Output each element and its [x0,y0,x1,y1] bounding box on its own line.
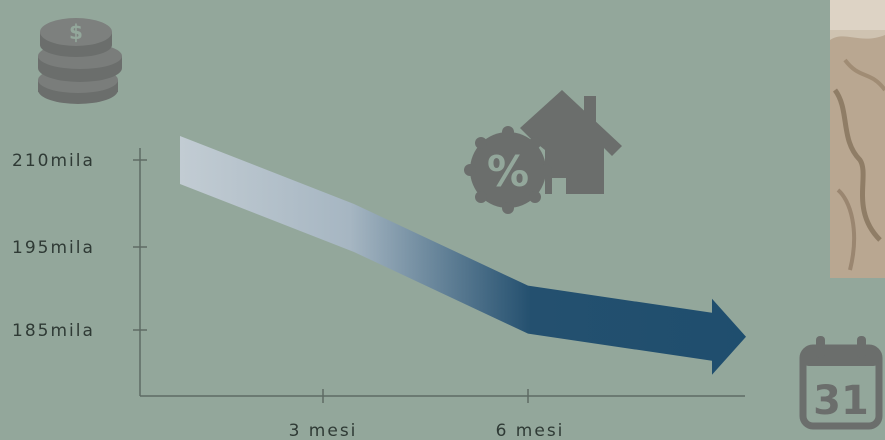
house-percent-icon: % [464,90,622,214]
trend-arrow-series [180,136,746,375]
svg-text:$: $ [69,20,83,44]
coins-stack-icon: $ [38,18,122,104]
y-tick-label-195: 195mila [12,238,95,258]
calendar-day: 31 [813,378,869,424]
y-tick-label-210: 210mila [12,151,95,171]
x-tick-label-6: 6 mesi [496,421,565,440]
x-tick-label-3: 3 mesi [289,421,358,440]
y-tick-label-185: 185mila [12,321,95,341]
bed-photo [830,0,885,278]
calendar-31-icon: 31 [799,336,883,430]
percent-symbol: % [487,147,529,196]
axes [133,148,745,403]
